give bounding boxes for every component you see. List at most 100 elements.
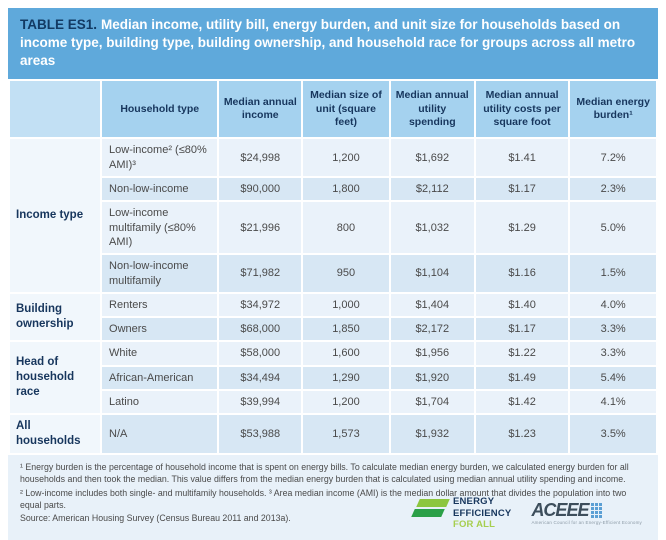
data-cell: $1.17 (475, 178, 569, 201)
household-type-cell: Owners (102, 318, 218, 341)
data-cell: $1.17 (475, 318, 569, 341)
data-cell: 1.5% (570, 255, 656, 292)
column-header: Median energy burden¹ (570, 81, 656, 138)
data-cell: 800 (303, 202, 389, 254)
data-cell: $24,998 (219, 139, 302, 177)
table-row: Non-low-income $90,000 1,800 $2,112 $1.17 2.3… (10, 178, 656, 201)
column-header: Household type (102, 81, 218, 138)
aceee-wordmark-row: ACEEE (531, 499, 642, 520)
table-row: Income type Low-income² (≤80% AMI)³ $24,99… (10, 139, 656, 292)
footnote-2: ² Low-income includes both single- and m… (20, 487, 627, 510)
household-type-cell: African-American (102, 366, 218, 389)
data-cell: 1,800 (303, 178, 389, 201)
aceee-wordmark: ACEEE (531, 499, 589, 520)
table-es1: Household type Median annual income Median… (8, 79, 658, 456)
data-cell: $1,956 (390, 342, 474, 365)
data-cell: $53,988 (219, 415, 302, 454)
footnote-1: ¹ Energy burden is the percentage of hou… (20, 462, 629, 484)
data-cell: $1.40 (475, 293, 569, 317)
data-cell: $90,000 (219, 178, 302, 201)
data-cell: 1,850 (303, 318, 389, 341)
data-cell: 4.0% (570, 293, 656, 317)
data-cell: $1.16 (475, 255, 569, 292)
table-header-row: Household type Median annual income Median… (10, 81, 656, 138)
eefa-line-forall: FOR ALL (452, 518, 496, 530)
data-cell: $1,920 (390, 366, 474, 389)
data-cell: $1.41 (475, 139, 569, 177)
data-cell: $1.29 (475, 202, 569, 254)
household-type-cell: White (102, 342, 218, 365)
table-row: African-American $34,494 1,290 $1,920 $1.49 5… (10, 366, 656, 389)
data-cell: 3.3% (570, 318, 656, 341)
column-header: Median annual utility costs per square f… (475, 81, 569, 138)
data-cell: $2,112 (390, 178, 474, 201)
logos-block: ENERGY EFFICIENCY FOR ALL ACEEE American… (411, 496, 642, 530)
household-type-cell: Low-income multifamily (≤80% AMI) (102, 202, 218, 254)
report-figure-card: TABLE ES1. Median income, utility bill, e… (8, 8, 658, 540)
data-cell: 3.5% (570, 415, 656, 454)
data-cell: 1,600 (303, 342, 389, 365)
group-label: Head of household race (10, 342, 101, 414)
data-cell: $1,032 (390, 202, 474, 254)
aceee-logo: ACEEE American Council for an Energy-Eff… (531, 499, 642, 525)
source-text: Source: American Housing Survey (Census … (20, 513, 291, 524)
table-caption: Median income, utility bill, energy burd… (20, 17, 636, 68)
table-title-bar: TABLE ES1. Median income, utility bill, e… (8, 8, 658, 80)
data-cell: $39,994 (219, 391, 302, 414)
household-type-cell: Low-income² (≤80% AMI)³ (102, 139, 218, 177)
column-header: Median annual income (219, 81, 302, 138)
data-cell: $1.49 (475, 366, 569, 389)
eefa-line-efficiency: EFFICIENCY (452, 507, 512, 519)
corner-cell (10, 81, 101, 138)
group-label: All households (10, 415, 101, 454)
data-cell: $68,000 (219, 318, 302, 341)
data-cell: $1,932 (390, 415, 474, 454)
data-cell: $1,104 (390, 255, 474, 292)
data-cell: $1,704 (390, 391, 474, 414)
group-label: Building ownership (10, 293, 101, 341)
table-row: Latino $39,994 1,200 $1,704 $1.42 4.1% (10, 391, 656, 414)
data-cell: 1,200 (303, 391, 389, 414)
data-cell: 3.3% (570, 342, 656, 365)
eefa-logo: ENERGY EFFICIENCY FOR ALL (411, 496, 511, 530)
household-type-cell: Non-low-income multifamily (102, 255, 218, 292)
table-row: Non-low-income multifamily $71,982 950 $1,1… (10, 255, 656, 292)
household-type-cell: N/A (102, 415, 218, 454)
data-cell: 950 (303, 255, 389, 292)
data-cell: 1,573 (303, 415, 389, 454)
household-type-cell: Non-low-income (102, 178, 218, 201)
column-header: Median size of unit (square feet) (303, 81, 389, 138)
column-header: Median annual utility spending (390, 81, 474, 138)
table-row: Owners $68,000 1,850 $2,172 $1.17 3.3% (10, 318, 656, 341)
data-cell: $1.22 (475, 342, 569, 365)
data-cell: 1,290 (303, 366, 389, 389)
table-row: Building ownership Renters $34,972 1,000 $1,… (10, 293, 656, 341)
eefa-line-energy: ENERGY (452, 496, 495, 508)
table-number-label: TABLE ES1. (20, 17, 98, 32)
data-cell: $1.42 (475, 391, 569, 414)
data-cell: 1,000 (303, 293, 389, 317)
data-cell: 7.2% (570, 139, 656, 177)
group-label: Income type (10, 139, 101, 292)
eefa-wordmark: ENERGY EFFICIENCY FOR ALL (453, 496, 511, 530)
table-footer: ¹ Energy burden is the percentage of hou… (8, 455, 658, 536)
table-row: All households N/A $53,988 1,573 $1,932 $1.23… (10, 415, 656, 454)
aceee-tagline: American Council for an Energy-Efficient… (531, 519, 642, 525)
data-cell: 5.4% (570, 366, 656, 389)
table-row: Head of household race White $58,000 1,600 $… (10, 342, 656, 414)
data-cell: 1,200 (303, 139, 389, 177)
eefa-stripes-icon (411, 499, 450, 518)
data-cell: $1,692 (390, 139, 474, 177)
table-row: Low-income multifamily (≤80% AMI) $21,996… (10, 202, 656, 254)
aceee-dots-icon (591, 502, 603, 518)
household-type-cell: Renters (102, 293, 218, 317)
data-cell: $21,996 (219, 202, 302, 254)
data-cell: 5.0% (570, 202, 656, 254)
data-cell: 4.1% (570, 391, 656, 414)
data-cell: $58,000 (219, 342, 302, 365)
data-cell: $1,404 (390, 293, 474, 317)
data-cell: $1.23 (475, 415, 569, 454)
data-cell: $71,982 (219, 255, 302, 292)
data-cell: 2.3% (570, 178, 656, 201)
data-cell: $34,494 (219, 366, 302, 389)
